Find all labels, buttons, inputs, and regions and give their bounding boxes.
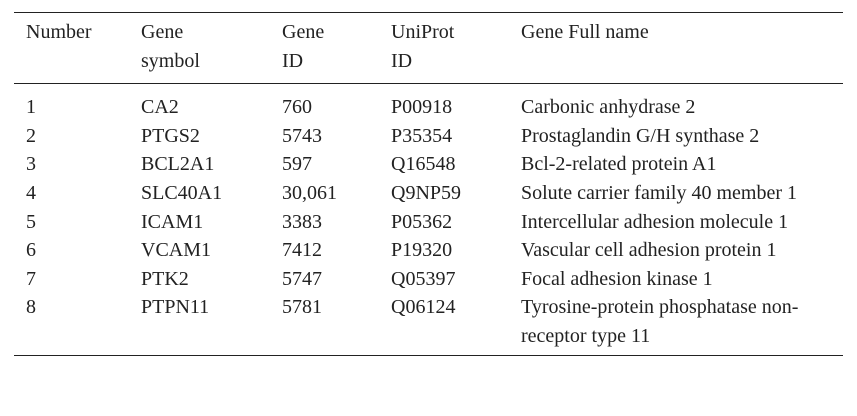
table-cell: P05362 [391,210,453,233]
table-row: 1 CA2 760 P00918 Carbonic anhydrase 2 [14,84,843,122]
table-cell: SLC40A1 [141,181,223,204]
column-header-text: UniProt ID [391,21,455,72]
table-cell: 597 [282,153,312,176]
table-header: Number Gene symbol Gene ID UniProt ID Gene F… [14,12,843,84]
table-cell: P19320 [391,239,453,262]
table-cell: ICAM1 [141,210,204,233]
column-header: Gene symbol [141,13,282,84]
table-row: 6 VCAM1 7412 P19320 Vascular cell adhesion p… [14,236,843,265]
table-cell: Solute carrier family 40 member 1 [521,181,798,204]
table-cell: Q05397 [391,267,456,290]
table-cell: P00918 [391,96,453,119]
table-row: 4 SLC40A1 30,061 Q9NP59 Solute carrier famil… [14,179,843,208]
column-header-text: Number [26,21,92,43]
table-cell: Focal adhesion kinase 1 [521,267,713,290]
table-cell: P35354 [391,124,453,147]
table-cell: 5747 [282,267,322,290]
table-cell: 5743 [282,124,322,147]
table-cell: Intercellular adhesion molecule 1 [521,210,789,233]
table-cell: 3383 [282,210,322,233]
table-row: 7 PTK2 5747 Q05397 Focal adhesion kinase 1 [14,265,843,294]
table-cell: 7 [26,267,36,290]
table-cell: BCL2A1 [141,153,215,176]
table-row: 2 PTGS2 5743 P35354 Prostaglandin G/H syntha… [14,122,843,151]
table-row: 3 BCL2A1 597 Q16548 Bcl-2-related protein A1 [14,150,843,179]
table-cell: 4 [26,181,36,204]
table-cell: PTGS2 [141,124,200,147]
table-cell: VCAM1 [141,239,212,262]
column-header-text: Gene ID [282,21,325,72]
table-cell: Bcl-2-related protein A1 [521,153,717,176]
gene-table: Number Gene symbol Gene ID UniProt ID Gene F… [14,12,843,356]
table-cell: 30,061 [282,181,337,204]
column-header-text: Gene symbol [141,21,200,72]
table-body: 1 CA2 760 P00918 Carbonic anhydrase 2 2 PTGS2 5… [14,84,843,356]
column-header: Number [14,13,141,84]
table-cell: 7412 [282,239,322,262]
table-cell: PTK2 [141,267,189,290]
table-cell: 2 [26,124,36,147]
table-cell: PTPN11 [141,296,210,319]
table-cell: Q06124 [391,296,456,319]
column-header-text: Gene Full name [521,21,649,43]
table-cell: 1 [26,96,36,119]
table-cell: Vascular cell adhesion protein 1 [521,239,777,262]
table-cell: Q9NP59 [391,181,462,204]
table-cell: 5781 [282,296,322,319]
column-header: Gene ID [282,13,391,84]
table-cell: 5 [26,210,36,233]
table-cell: Q16548 [391,153,456,176]
table-cell: 8 [26,296,36,319]
table-cell: CA2 [141,96,179,119]
column-header: Gene Full name [521,13,843,84]
table-row: 8 PTPN11 5781 Q06124 Tyrosine-protein phosph… [14,293,843,355]
table-cell: Carbonic anhydrase 2 [521,96,696,119]
header-row: Number Gene symbol Gene ID UniProt ID Gene F… [14,12,843,84]
table-cell: Tyrosine-protein phosphatase non-recepto… [521,296,799,347]
table-cell: 6 [26,239,36,262]
table-cell: 760 [282,96,312,119]
table-row: 5 ICAM1 3383 P05362 Intercellular adhesion m… [14,208,843,237]
column-header: UniProt ID [391,13,521,84]
table-cell: 3 [26,153,36,176]
table-cell: Prostaglandin G/H synthase 2 [521,124,760,147]
